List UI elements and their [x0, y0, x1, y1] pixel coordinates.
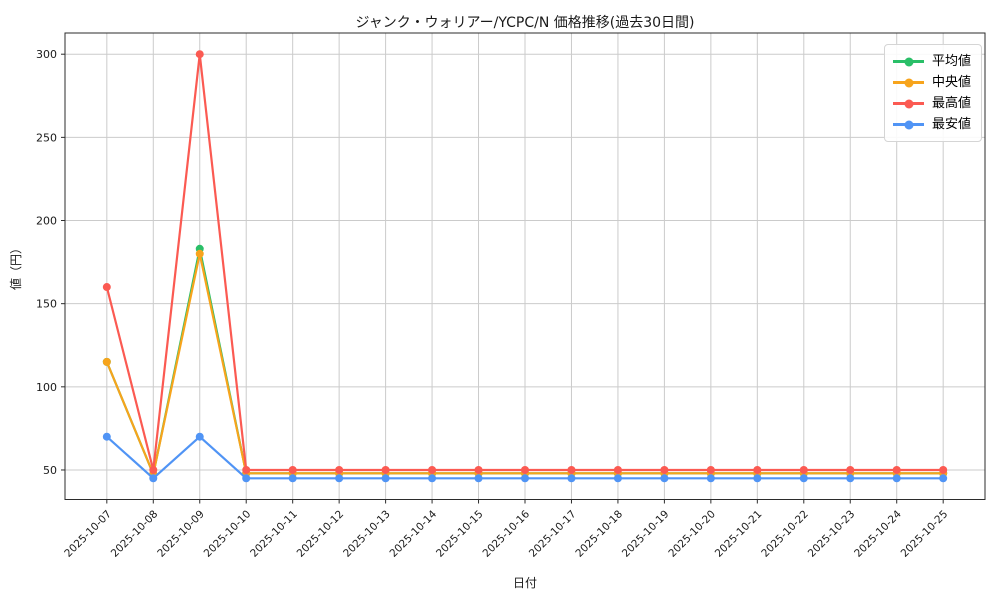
data-series — [102, 50, 948, 483]
x-tick-label: 2025-10-23 — [806, 508, 858, 560]
x-tick-label: 2025-10-09 — [155, 508, 207, 560]
series-max-marker — [613, 465, 622, 474]
legend-label-average: 平均値 — [932, 54, 972, 69]
series-min-marker — [892, 474, 901, 483]
x-tick-label: 2025-10-20 — [666, 508, 718, 560]
series-min-marker — [521, 474, 529, 483]
series-max-marker — [242, 465, 251, 474]
chart-title: ジャンク・ウォリアー/YCPC/N 価格推移(過去30日間) — [355, 15, 694, 31]
series-max-marker — [428, 465, 437, 474]
x-tick-label: 2025-10-17 — [527, 508, 579, 560]
y-tick-label: 50 — [43, 464, 57, 477]
series-max-marker — [660, 465, 669, 474]
legend-label-max: 最高値 — [932, 96, 972, 111]
series-min-marker — [753, 474, 762, 483]
series-median-marker — [102, 357, 111, 366]
series-max-marker — [939, 465, 948, 474]
series-min-marker — [846, 474, 855, 483]
series-min-marker — [288, 474, 297, 483]
x-tick-label: 2025-10-21 — [713, 508, 765, 560]
legend-marker-icon — [904, 120, 913, 129]
series-min-marker — [939, 474, 948, 483]
series-min-marker — [149, 474, 158, 483]
legend-item-min: 最安値 — [893, 114, 971, 135]
x-tick-label: 2025-10-14 — [388, 508, 440, 560]
legend-line-icon — [893, 78, 924, 87]
y-tick-label: 200 — [36, 215, 57, 228]
x-tick-label: 2025-10-07 — [62, 508, 114, 560]
series-max-marker — [521, 465, 529, 474]
legend-item-average: 平均値 — [893, 51, 971, 72]
legend: 平均値中央値最高値最安値 — [884, 44, 983, 142]
series-min-marker — [195, 432, 204, 441]
series-min-marker — [242, 474, 251, 483]
legend-marker-icon — [904, 99, 913, 108]
series-max-marker — [753, 465, 762, 474]
x-tick-label: 2025-10-22 — [759, 508, 811, 560]
x-tick-label: 2025-10-25 — [899, 508, 951, 560]
series-max-marker — [335, 465, 344, 474]
x-tick-label: 2025-10-13 — [341, 508, 393, 560]
x-tick-label: 2025-10-08 — [109, 508, 161, 560]
y-tick-label: 100 — [36, 381, 57, 394]
legend-marker-icon — [904, 57, 913, 66]
series-min-marker — [335, 474, 344, 483]
x-tick-label: 2025-10-19 — [620, 508, 672, 560]
legend-marker-icon — [904, 78, 913, 87]
legend-line-icon — [893, 57, 924, 66]
series-max-marker — [288, 465, 297, 474]
x-tick-label: 2025-10-10 — [202, 508, 254, 560]
series-max-marker — [892, 465, 901, 474]
x-tick-label: 2025-10-16 — [480, 508, 532, 560]
series-min-marker — [613, 474, 622, 483]
series-max — [102, 50, 948, 474]
series-min-marker — [799, 474, 808, 483]
x-tick-label: 2025-10-12 — [295, 508, 347, 560]
y-tick-label: 150 — [36, 298, 57, 311]
legend-line-icon — [893, 120, 924, 129]
x-tick-label: 2025-10-18 — [573, 508, 625, 560]
series-min — [102, 432, 948, 483]
x-axis-label: 日付 — [513, 576, 537, 590]
series-min-marker — [381, 474, 390, 483]
series-max-marker — [195, 50, 204, 59]
series-min-marker — [706, 474, 715, 483]
series-min-marker — [660, 474, 669, 483]
series-max-marker — [846, 465, 855, 474]
x-tick-label: 2025-10-15 — [434, 508, 486, 560]
y-tick-label: 300 — [36, 48, 57, 61]
series-median-marker — [195, 249, 204, 258]
legend-item-median: 中央値 — [893, 72, 971, 93]
x-tick-label: 2025-10-24 — [852, 508, 904, 560]
series-min-marker — [428, 474, 437, 483]
y-tick-label: 250 — [36, 131, 57, 144]
legend-label-min: 最安値 — [932, 117, 972, 132]
series-min-marker — [474, 474, 483, 483]
series-max-marker — [706, 465, 715, 474]
series-max-marker — [799, 465, 808, 474]
x-tick-label: 2025-10-11 — [248, 508, 300, 560]
legend-label-median: 中央値 — [932, 75, 972, 90]
y-tick-labels: 50 100 150 200 250 300 — [36, 48, 57, 477]
series-max-marker — [149, 465, 158, 474]
series-min-marker — [102, 432, 111, 441]
legend-item-max: 最高値 — [893, 93, 971, 114]
x-tick-labels: 2025-10-072025-10-082025-10-092025-10-10… — [62, 508, 950, 560]
series-max-marker — [474, 465, 483, 474]
gridlines — [65, 33, 985, 500]
series-max-marker — [381, 465, 390, 474]
series-min-marker — [567, 474, 576, 483]
series-max-marker — [102, 283, 111, 292]
axis-ticks — [61, 53, 944, 504]
y-axis-label: 値（円） — [8, 242, 23, 290]
series-max-marker — [567, 465, 576, 474]
legend-line-icon — [893, 99, 924, 108]
